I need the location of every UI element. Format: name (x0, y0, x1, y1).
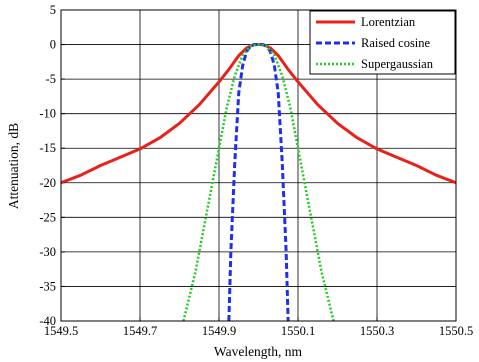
x-tick-label: 1549.7 (123, 324, 157, 338)
x-tick-label: 1549.9 (202, 324, 236, 338)
x-axis-ticks: 1549.5 1549.7 1549.9 1550.1 1550.3 1550.5 (44, 317, 473, 338)
y-tick-label: -15 (39, 141, 56, 155)
y-tick-label: -5 (46, 72, 56, 86)
series-line-raised-cosine (227, 43, 290, 322)
x-tick-label: 1550.1 (281, 324, 315, 338)
x-tick-label: 1550.5 (439, 324, 473, 338)
grid (61, 10, 456, 321)
plot-frame (60, 9, 457, 322)
y-tick-label: -25 (39, 210, 56, 224)
legend-label-lorentzian: Lorentzian (361, 15, 416, 29)
x-tick-label: 1549.5 (44, 324, 78, 338)
x-tick-label: 1550.3 (360, 324, 394, 338)
y-tick-label: 5 (50, 3, 56, 17)
y-tick-label: -35 (39, 279, 56, 293)
legend: Lorentzian Raised cosine Supergaussian (309, 10, 456, 75)
series-line-supergaussian (182, 43, 335, 322)
legend-label-raised-cosine: Raised cosine (361, 36, 431, 50)
y-tick-label: 0 (50, 38, 56, 52)
legend-label-supergaussian: Supergaussian (361, 57, 434, 71)
x-axis-title: Wavelength, nm (214, 344, 303, 359)
y-axis-ticks: 5 0 -5 -10 -15 -20 -25 -30 -35 -40 (39, 3, 65, 328)
series-layer (60, 43, 457, 322)
y-axis-title: Attenuation, dB (6, 123, 21, 209)
y-tick-label: -30 (39, 245, 56, 259)
y-tick-label: -40 (39, 314, 56, 328)
y-tick-label: -10 (39, 107, 56, 121)
y-tick-label: -20 (39, 176, 56, 190)
